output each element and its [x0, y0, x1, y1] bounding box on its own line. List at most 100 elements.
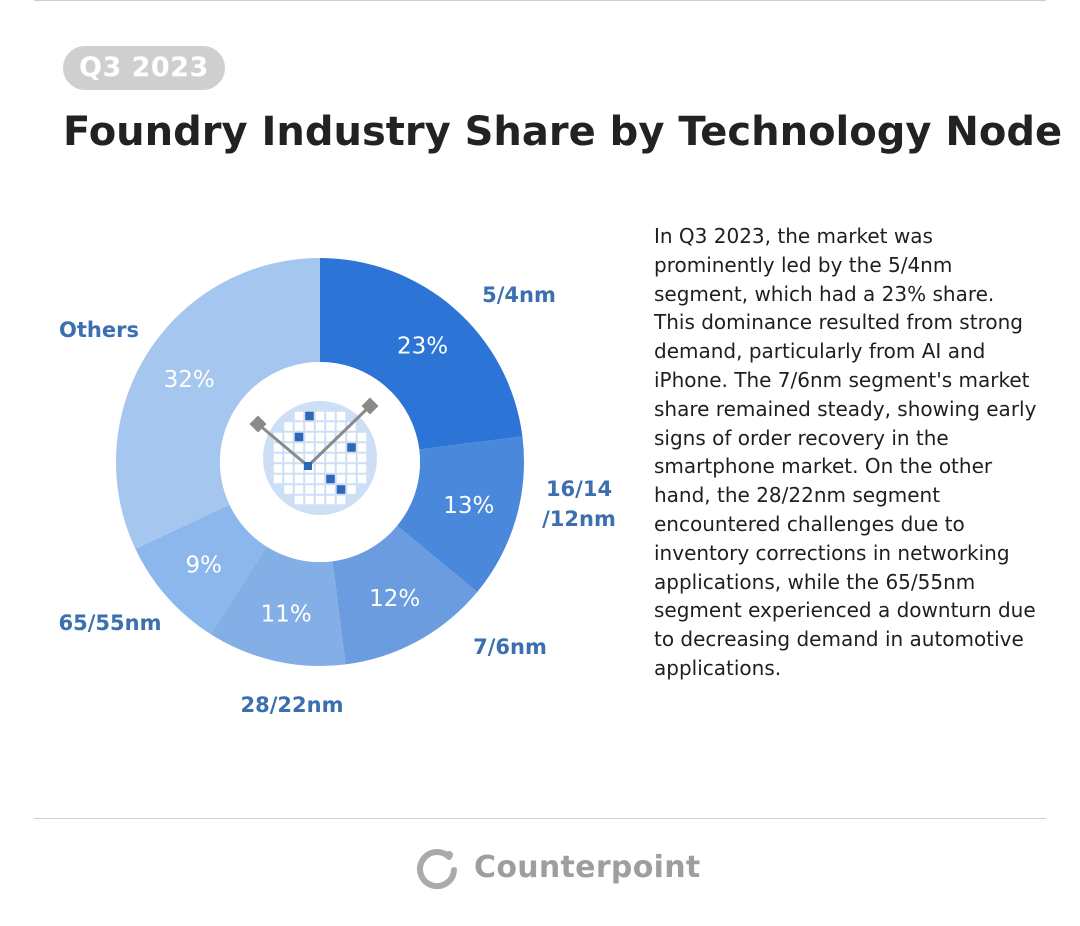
- wafer-die: [336, 453, 346, 463]
- wafer-die: [305, 453, 314, 463]
- wafer-die: [336, 432, 346, 442]
- wafer-die: [294, 422, 304, 431]
- wafer-die: [294, 411, 304, 421]
- wafer-die: [315, 443, 325, 452]
- wafer-die: [326, 474, 335, 484]
- probe-arm: [257, 422, 309, 468]
- wafer-die: [357, 453, 367, 463]
- wafer-die: [336, 464, 346, 473]
- slice-value-label: 11%: [261, 601, 312, 627]
- wafer-die: [347, 422, 356, 431]
- wafer-die: [336, 443, 346, 452]
- wafer-die: [357, 464, 367, 473]
- wafer-die: [315, 464, 325, 473]
- wafer-die: [305, 432, 314, 442]
- slice-category-label: 5/4nm: [482, 283, 556, 307]
- wafer-die: [305, 474, 314, 484]
- probe-arm: [306, 404, 372, 468]
- value-labels: 23% 13% 12% 11% 9% 32%: [164, 334, 495, 628]
- slice-value-label: 12%: [369, 586, 420, 612]
- slice-28-22nm: [210, 546, 346, 666]
- wafer-die: [305, 411, 314, 421]
- wafer-die: [336, 422, 346, 431]
- wafer-die: [336, 485, 346, 494]
- description-text: In Q3 2023, the market was prominently l…: [654, 224, 1037, 680]
- probe-contact: [304, 462, 312, 470]
- wafer-die: [273, 453, 283, 463]
- slice-value-label: 13%: [443, 493, 494, 519]
- slice-category-label: Others: [59, 318, 139, 342]
- wafer-die: [305, 422, 314, 431]
- slice-7-6nm: [332, 525, 478, 665]
- wafer-die: [284, 485, 293, 494]
- slice-category-label: 16/14/12nm: [542, 477, 616, 531]
- wafer-die: [294, 495, 304, 505]
- category-labels: 5/4nm 16/14/12nm 7/6nm 28/22nm 65/55nm Others: [59, 283, 616, 717]
- wafer-die: [315, 485, 325, 494]
- counterpoint-logo-icon: [417, 849, 457, 889]
- wafer-die: [273, 474, 283, 484]
- wafer-die: [273, 432, 283, 442]
- wafer-die: [294, 432, 304, 442]
- wafer-die: [284, 474, 293, 484]
- wafer-die: [336, 474, 346, 484]
- wafer-die: [305, 443, 314, 452]
- wafer-die: [273, 443, 283, 452]
- wafer-die: [326, 485, 335, 494]
- slice-value-label: 32%: [164, 367, 215, 393]
- slice-category-label: 28/22nm: [241, 693, 344, 717]
- wafer-die: [284, 443, 293, 452]
- wafer-die: [336, 411, 346, 421]
- wafer-die: [305, 485, 314, 494]
- slice-value-label: 23%: [397, 334, 448, 360]
- wafer-die: [315, 474, 325, 484]
- slice-5-4nm: [320, 258, 523, 450]
- wafer-die: [357, 432, 367, 442]
- wafer-die: [315, 453, 325, 463]
- wafer-die: [294, 474, 304, 484]
- wafer-die: [347, 453, 356, 463]
- wafer-die: [284, 453, 293, 463]
- wafer-die: [357, 443, 367, 452]
- wafer-die: [326, 432, 335, 442]
- wafer-die: [347, 464, 356, 473]
- wafer-die: [357, 474, 367, 484]
- wafer-die: [315, 411, 325, 421]
- wafer-die: [284, 464, 293, 473]
- donut-slices: [115, 258, 524, 666]
- brand-name: Counterpoint: [474, 849, 701, 885]
- brand-footer: Counterpoint: [414, 842, 701, 892]
- wafer-die: [326, 443, 335, 452]
- slice-category-label: 7/6nm: [473, 635, 547, 659]
- slice-value-label: 9%: [185, 553, 222, 579]
- wafer-die: [336, 495, 346, 505]
- slice-others: [115, 258, 320, 549]
- slice-16-14-12nm: [397, 436, 524, 593]
- top-divider: [34, 0, 1046, 1]
- wafer-die: [326, 464, 335, 473]
- slice-65-55nm: [135, 504, 267, 635]
- wafer-die: [347, 432, 356, 442]
- slice-category-label: 65/55nm: [59, 611, 162, 635]
- wafer-die: [315, 495, 325, 505]
- wafer-die: [294, 464, 304, 473]
- wafer-die: [294, 485, 304, 494]
- probe-head: [361, 397, 379, 415]
- probe-head: [249, 415, 267, 433]
- wafer-icon: [249, 397, 379, 515]
- wafer-die: [347, 443, 356, 452]
- wafer-die: [347, 474, 356, 484]
- wafer-die: [326, 453, 335, 463]
- chart-title: Foundry Industry Share by Technology Nod…: [63, 109, 1063, 155]
- period-badge: Q3 2023: [63, 46, 225, 90]
- wafer-die: [315, 422, 325, 431]
- wafer-die: [305, 495, 314, 505]
- donut-chart: 23% 13% 12% 11% 9% 32% 5/4nm 16/14/12nm 7/6nm 28…: [59, 258, 616, 717]
- wafer-die: [294, 443, 304, 452]
- wafer-die: [326, 422, 335, 431]
- wafer-die: [326, 495, 335, 505]
- bottom-divider: [34, 818, 1046, 819]
- wafer-die: [284, 432, 293, 442]
- wafer-die: [347, 485, 356, 494]
- wafer-die: [273, 464, 283, 473]
